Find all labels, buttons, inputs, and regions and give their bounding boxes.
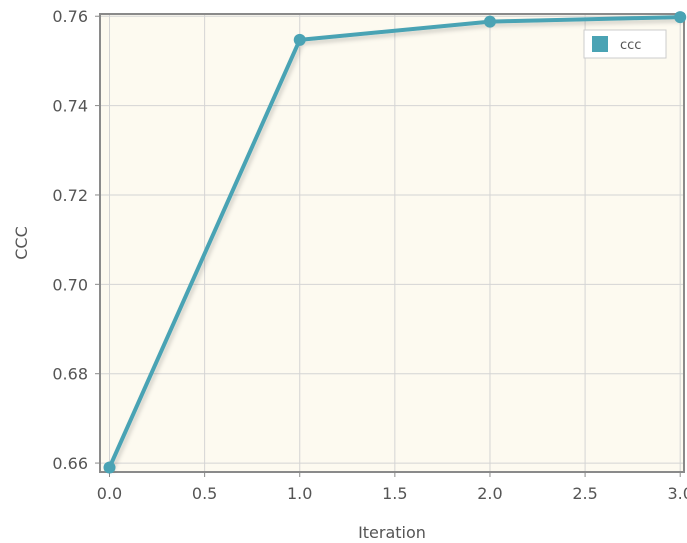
series-layer	[103, 11, 687, 474]
x-tick-label-5: 2.5	[572, 484, 597, 503]
y-tick-label-4: 0.74	[52, 97, 88, 116]
x-tick-label-6: 3.0	[667, 484, 687, 503]
x-tick-label-3: 1.5	[382, 484, 407, 503]
plot-frame	[99, 13, 685, 473]
x-tick-label-1: 0.5	[192, 484, 217, 503]
x-tick-label-2: 1.0	[287, 484, 312, 503]
legend-swatch-ccc	[592, 36, 608, 52]
legend-label-ccc: ccc	[620, 38, 641, 53]
data-point-ccc-2[interactable]	[483, 15, 496, 28]
series-line-ccc	[107, 15, 683, 470]
y-tick-label-0: 0.66	[52, 454, 88, 473]
x-axis-tick-labels: 0.0 0.5 1.0 1.5 2.0 2.5 3.0	[97, 484, 687, 503]
x-axis-title: Iteration	[358, 523, 426, 542]
y-tick-label-5: 0.76	[52, 7, 88, 26]
y-axis-title: CCC	[12, 226, 31, 260]
axis-tick-marks	[95, 15, 681, 477]
legend[interactable]: ccc	[583, 29, 667, 59]
x-tick-label-0: 0.0	[97, 484, 122, 503]
data-point-ccc-3[interactable]	[674, 11, 687, 24]
y-tick-label-3: 0.72	[52, 186, 88, 205]
x-tick-label-4: 2.0	[477, 484, 502, 503]
y-tick-label-1: 0.68	[52, 365, 88, 384]
plot-area	[100, 14, 684, 472]
data-point-ccc-0[interactable]	[103, 461, 116, 474]
y-axis-tick-labels: 0.66 0.68 0.70 0.72 0.74 0.76	[52, 7, 88, 473]
grid-lines	[100, 14, 684, 472]
y-tick-label-2: 0.70	[52, 275, 88, 294]
data-point-ccc-1[interactable]	[293, 33, 306, 46]
